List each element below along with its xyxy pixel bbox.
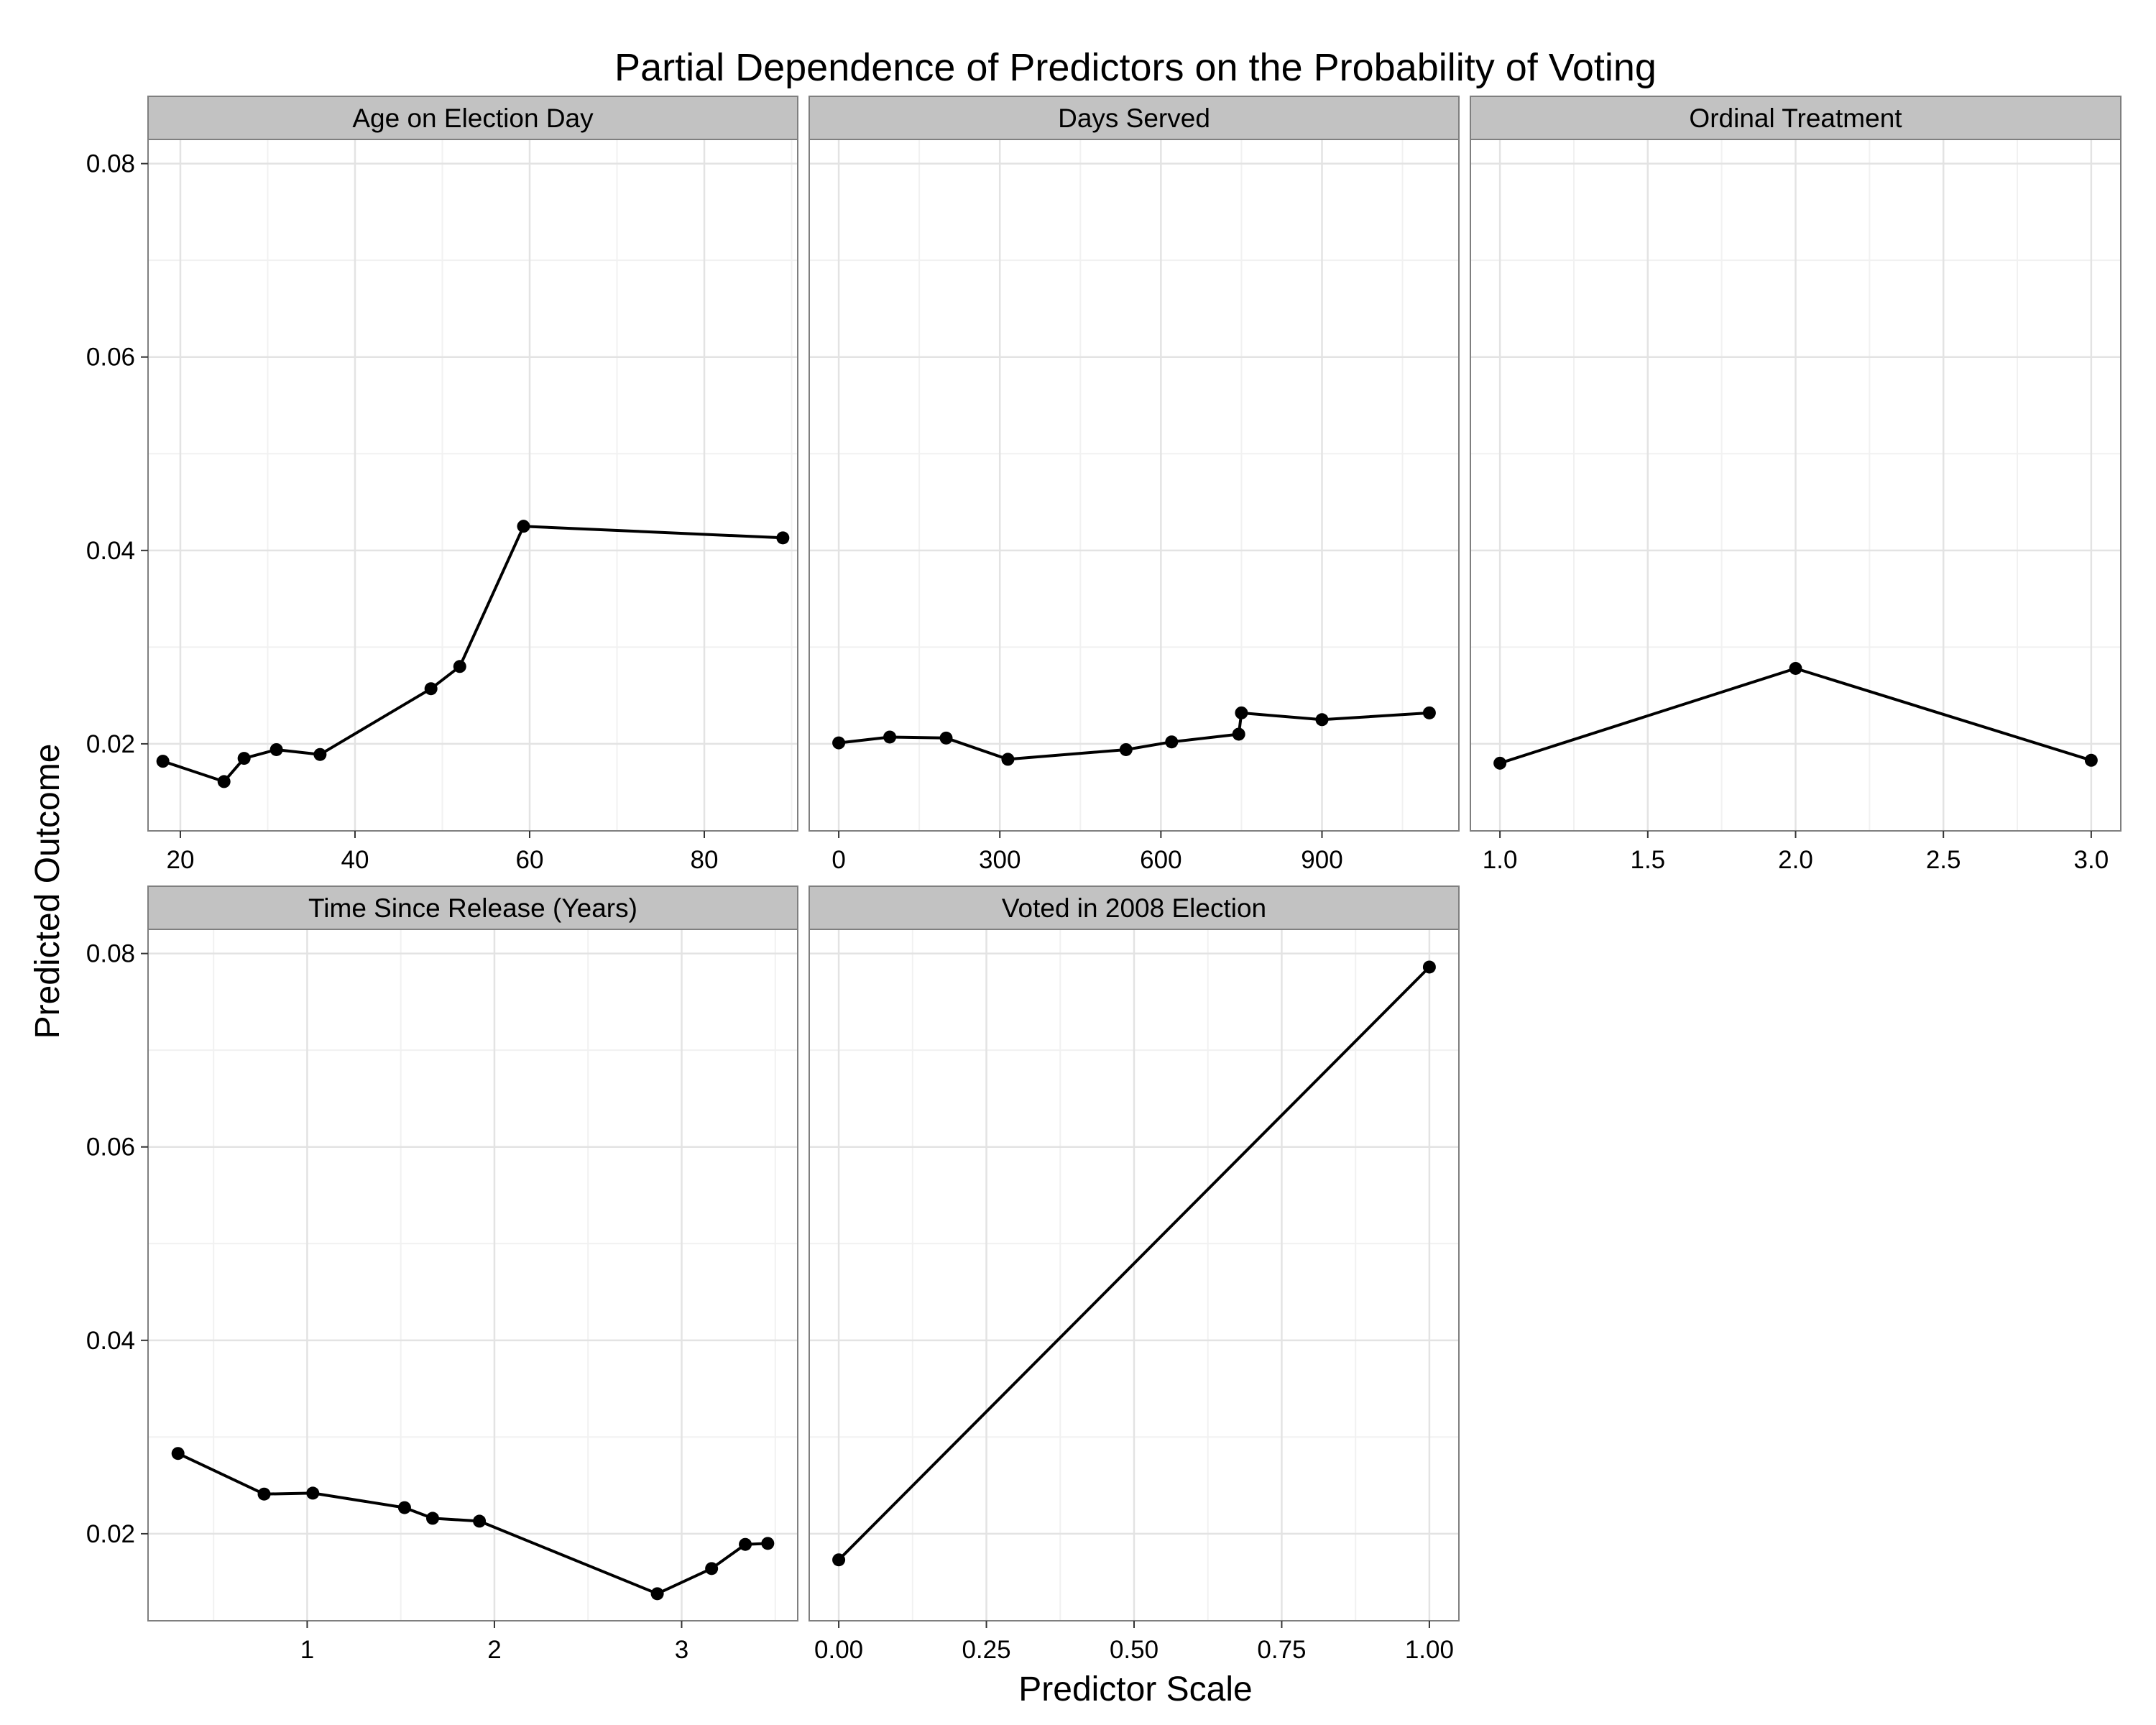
data-point [883, 730, 897, 744]
x-tick-label: 2.0 [1778, 846, 1813, 874]
panel-border [147, 139, 798, 832]
facet-strip [147, 96, 798, 140]
facet-strip-label: Age on Election Day [352, 104, 594, 133]
data-point [453, 660, 466, 673]
x-tick-label: 1.5 [1630, 846, 1665, 874]
series-line [177, 1452, 768, 1596]
data-point [1235, 706, 1248, 719]
x-tick-label: 1 [300, 1636, 314, 1664]
facet-strip [1470, 96, 2122, 140]
facet-panel: Ordinal Treatment 1.0 1.5 2.0 2.5 3.0 [1470, 96, 2122, 874]
data-point [1422, 706, 1436, 719]
data-point [1493, 756, 1507, 770]
panel-border [808, 139, 1460, 832]
x-tick-label: 40 [341, 846, 369, 874]
data-point [397, 1501, 411, 1514]
x-tick-label: 900 [1301, 846, 1342, 874]
panel-background [809, 139, 1459, 831]
data-point [425, 1512, 439, 1525]
data-point [473, 1514, 487, 1528]
y-tick-label: 0.08 [86, 150, 135, 178]
data-point [2084, 753, 2098, 767]
data-point [705, 1562, 719, 1576]
facet-strip-label: Voted in 2008 Election [1002, 893, 1266, 923]
facet-strip [808, 96, 1460, 140]
panel-border [147, 929, 798, 1622]
chart-title: Partial Dependence of Predictors on the … [614, 46, 1657, 89]
x-tick-label: 1.0 [1483, 846, 1518, 874]
data-point [739, 1537, 752, 1551]
x-tick-label: 0.00 [814, 1636, 863, 1664]
y-tick-label: 0.06 [86, 1133, 135, 1162]
data-point [313, 748, 327, 761]
x-tick-label: 2.5 [1926, 846, 1961, 874]
panel-background [148, 929, 798, 1621]
data-point [1165, 735, 1179, 749]
facet-strip [147, 886, 798, 930]
data-point [832, 1553, 846, 1567]
x-tick-label: 80 [691, 846, 719, 874]
data-point [237, 752, 251, 765]
x-tick-label: 3 [675, 1636, 688, 1664]
facet-strip-label: Ordinal Treatment [1689, 104, 1902, 133]
y-tick-label: 0.02 [86, 730, 135, 758]
x-tick-label: 3.0 [2074, 846, 2109, 874]
data-point [1119, 742, 1133, 756]
data-point [1315, 713, 1329, 727]
data-point [217, 775, 231, 788]
data-point [517, 520, 530, 533]
facet-strip-label: Time Since Release (Years) [308, 893, 637, 923]
facet-strip-label: Days Served [1058, 104, 1210, 133]
x-tick-label: 300 [979, 846, 1021, 874]
y-tick-label: 0.08 [86, 940, 135, 968]
data-point [1232, 727, 1245, 741]
panel-background [148, 139, 798, 831]
facet-strip [808, 886, 1460, 930]
x-tick-label: 60 [516, 846, 544, 874]
data-point [650, 1587, 664, 1601]
y-tick-label: 0.04 [86, 537, 135, 565]
data-point [1789, 661, 1802, 675]
data-point [761, 1537, 775, 1550]
data-point [1422, 960, 1436, 974]
series-line [838, 711, 1430, 761]
y-tick-label: 0.06 [86, 344, 135, 372]
data-point [156, 755, 170, 768]
data-point [939, 731, 953, 745]
facet-panel: Age on Election Day 20 40 60 80 0.02 0.04 0.06 0… [86, 96, 798, 874]
data-point [257, 1487, 271, 1501]
data-point [171, 1447, 185, 1460]
data-point [424, 682, 438, 696]
x-axis-title: Predictor Scale [1018, 1670, 1252, 1708]
x-tick-label: 0.50 [1110, 1636, 1158, 1664]
y-axis-title: Predicted Outcome [29, 744, 67, 1039]
facet-panel: Voted in 2008 Election 0.00 0.25 0.50 0.75 1.… [808, 886, 1460, 1664]
data-point [1001, 753, 1015, 766]
facet-panel: Time Since Release (Years) 1 2 3 0.02 0.04 0.0… [86, 886, 798, 1664]
x-tick-label: 2 [487, 1636, 501, 1664]
y-tick-label: 0.02 [86, 1520, 135, 1548]
data-point [776, 531, 790, 545]
x-tick-label: 0.75 [1257, 1636, 1306, 1664]
data-point [270, 742, 283, 756]
x-tick-label: 0 [831, 846, 845, 874]
facet-panel: Days Served 0 300 600 900 [808, 96, 1460, 874]
x-tick-label: 0.25 [962, 1636, 1010, 1664]
x-tick-label: 600 [1140, 846, 1181, 874]
series-line [837, 966, 1431, 1561]
data-point [306, 1486, 320, 1500]
x-tick-label: 20 [166, 846, 194, 874]
x-tick-label: 1.00 [1405, 1636, 1454, 1664]
y-tick-label: 0.04 [86, 1327, 135, 1355]
data-point [832, 736, 846, 750]
